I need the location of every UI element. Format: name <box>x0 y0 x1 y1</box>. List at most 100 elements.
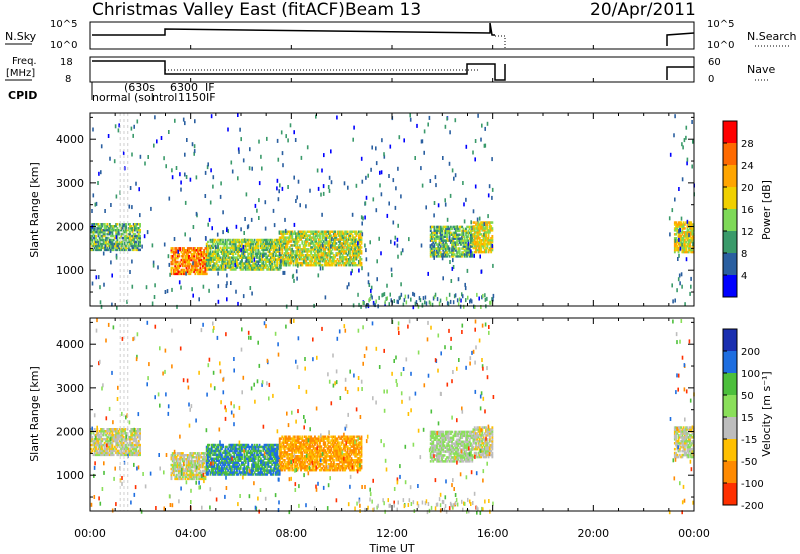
data-cell <box>272 254 275 257</box>
ground-speck <box>449 299 452 304</box>
data-cell <box>244 262 247 265</box>
data-cell <box>337 232 340 235</box>
data-cell <box>120 240 123 244</box>
data-cell <box>305 254 308 257</box>
data-cell <box>202 262 204 266</box>
data-cell <box>451 245 453 248</box>
data-cell <box>477 242 480 246</box>
ground-speck <box>446 301 449 306</box>
scatter-speck <box>222 210 224 215</box>
data-cell <box>330 261 333 265</box>
data-cell <box>262 266 265 269</box>
scatter-speck <box>409 117 412 122</box>
data-cell <box>100 451 102 455</box>
ground-speck <box>436 297 439 302</box>
data-cell <box>108 430 111 433</box>
data-cell <box>281 250 284 253</box>
data-cell <box>676 244 679 248</box>
data-cell <box>275 244 277 248</box>
data-cell <box>434 235 437 238</box>
data-cell <box>483 239 486 242</box>
data-cell <box>116 228 119 232</box>
data-cell <box>135 453 138 457</box>
data-cell <box>319 240 321 243</box>
data-cell <box>312 263 315 267</box>
data-cell <box>198 270 201 274</box>
data-cell <box>332 232 335 235</box>
data-cell <box>429 237 432 240</box>
data-cell <box>202 459 204 463</box>
data-cell <box>448 237 451 240</box>
data-cell <box>252 447 255 451</box>
data-cell <box>439 255 442 258</box>
data-cell <box>263 461 266 464</box>
data-cell <box>247 264 250 267</box>
data-cell <box>303 248 306 251</box>
data-cell <box>93 223 96 226</box>
data-cell <box>228 459 231 462</box>
data-cell <box>349 232 352 235</box>
data-cell <box>139 248 141 252</box>
scatter-speck <box>266 240 268 245</box>
data-cell <box>283 252 286 255</box>
data-cell <box>205 467 208 470</box>
data-cell <box>117 242 120 246</box>
data-cell <box>327 246 330 249</box>
data-cell <box>315 240 318 243</box>
data-cell <box>453 241 456 244</box>
data-cell <box>453 225 456 229</box>
data-cell <box>351 240 354 243</box>
data-cell <box>91 223 94 226</box>
data-cell <box>228 250 231 253</box>
data-cell <box>257 463 260 466</box>
data-cell <box>243 457 246 460</box>
data-cell <box>295 246 297 249</box>
data-cell <box>183 260 185 264</box>
scatter-speck <box>175 166 178 170</box>
data-cell <box>203 469 206 473</box>
data-cell <box>225 471 228 474</box>
data-cell <box>199 473 202 477</box>
data-cell <box>273 260 276 263</box>
data-cell <box>219 463 222 466</box>
data-cell <box>680 237 683 240</box>
data-cell <box>183 252 185 256</box>
data-cell <box>137 227 140 230</box>
data-cell <box>453 243 456 246</box>
data-cell <box>480 221 482 224</box>
data-cell <box>257 465 260 468</box>
data-cell <box>239 455 242 458</box>
data-cell <box>244 242 247 246</box>
data-cell <box>452 233 455 236</box>
data-cell <box>105 242 107 246</box>
data-cell <box>257 473 260 476</box>
data-cell <box>244 457 247 460</box>
scatter-speck <box>328 188 331 193</box>
data-cell <box>179 459 182 463</box>
data-cell <box>266 246 269 250</box>
data-cell <box>460 255 462 258</box>
data-cell <box>429 253 432 256</box>
data-cell <box>205 247 208 250</box>
data-cell <box>678 233 681 236</box>
data-cell <box>96 433 99 437</box>
data-cell <box>312 256 315 259</box>
data-cell <box>121 445 124 449</box>
data-cell <box>136 244 139 248</box>
data-cell <box>175 260 178 264</box>
data-cell <box>478 225 481 228</box>
scatter-speck <box>146 230 149 235</box>
data-cell <box>683 227 686 230</box>
data-cell <box>103 225 106 228</box>
data-cell <box>217 449 219 453</box>
data-cell <box>315 263 318 267</box>
data-cell <box>199 264 202 268</box>
data-cell <box>217 250 219 253</box>
data-cell <box>478 229 481 232</box>
data-cell <box>183 251 185 254</box>
data-cell <box>220 445 223 449</box>
scatter-speck <box>115 235 118 240</box>
data-cell <box>131 230 134 234</box>
data-cell <box>481 221 484 224</box>
data-cell <box>468 253 471 256</box>
